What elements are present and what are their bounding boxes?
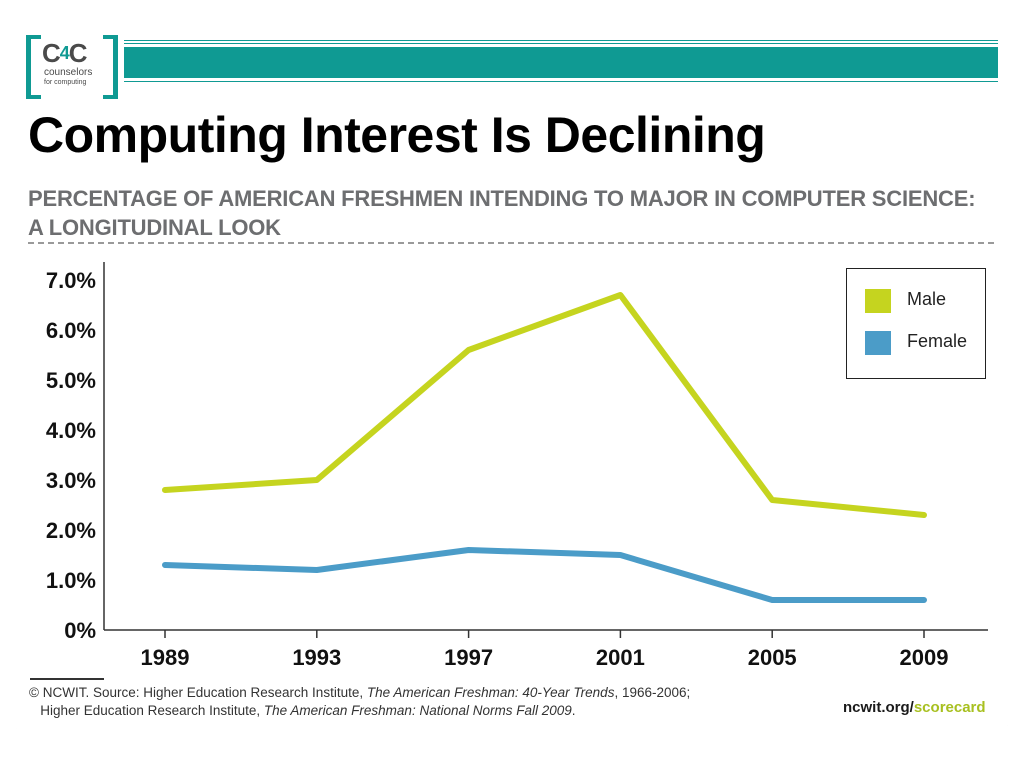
data-point-female [769,597,775,603]
header-bar [124,47,998,78]
x-tick-label: 1997 [444,645,493,670]
y-tick-label: 6.0% [46,318,96,343]
chart-axes [103,262,988,631]
series-line-male [162,292,927,518]
y-tick-label: 0% [64,618,96,643]
slide-title: Computing Interest Is Declining [28,107,766,163]
legend-label-female: Female [907,331,968,351]
data-point-female [617,552,624,558]
chart-legend: Male Female [846,268,986,379]
legend-swatch-female [865,331,891,355]
x-tick-label: 2009 [900,645,949,670]
x-axis-ticks: 1989 1993 1997 2001 2005 2009 [141,630,949,670]
y-tick-label: 3.0% [46,468,96,493]
x-tick-label: 1993 [292,645,341,670]
data-point-female [162,562,168,568]
data-point-male [617,292,624,298]
logo-tagline-1: counselors [44,67,93,78]
header-rule-bottom [124,81,998,82]
data-point-male [162,487,168,493]
y-tick-label: 7.0% [46,268,96,293]
c4c-logo: C4C counselors for computing [26,35,118,99]
data-point-female [921,597,927,603]
data-point-female [466,547,472,553]
logo-bracket-right [103,35,118,99]
y-axis-ticks: 0% 1.0% 2.0% 3.0% 4.0% 5.0% 6.0% 7.0% [46,268,96,643]
header-rule-top [124,40,998,41]
logo-tagline-2: for computing [44,79,87,86]
logo-bracket-left [26,35,41,99]
logo-wordmark: C4C [42,38,88,68]
header-rule-second [124,43,998,44]
data-point-male [314,477,320,483]
data-point-male [466,347,472,353]
legend-label-male: Male [907,289,947,309]
chart-series [162,292,927,603]
legend-swatch-male [865,289,891,313]
x-tick-label: 2005 [748,645,797,670]
data-point-male [769,497,775,503]
y-tick-label: 2.0% [46,518,96,543]
series-line-female [162,547,927,603]
scorecard-link[interactable]: ncwit.org/scorecard [843,699,986,716]
y-tick-label: 1.0% [46,568,96,593]
source-citation: © NCWIT. Source: Higher Education Resear… [29,685,691,718]
chart-clipping [16,178,1008,742]
chart-title-divider [28,242,994,244]
x-tick-label: 2001 [596,645,645,670]
chart-title: PERCENTAGE OF AMERICAN FRESHMEN INTENDIN… [28,186,976,240]
source-divider [30,678,104,680]
data-point-female [314,567,320,573]
y-tick-label: 4.0% [46,418,96,443]
x-tick-label: 1989 [141,645,190,670]
data-point-male [921,512,927,518]
y-tick-label: 5.0% [46,368,96,393]
